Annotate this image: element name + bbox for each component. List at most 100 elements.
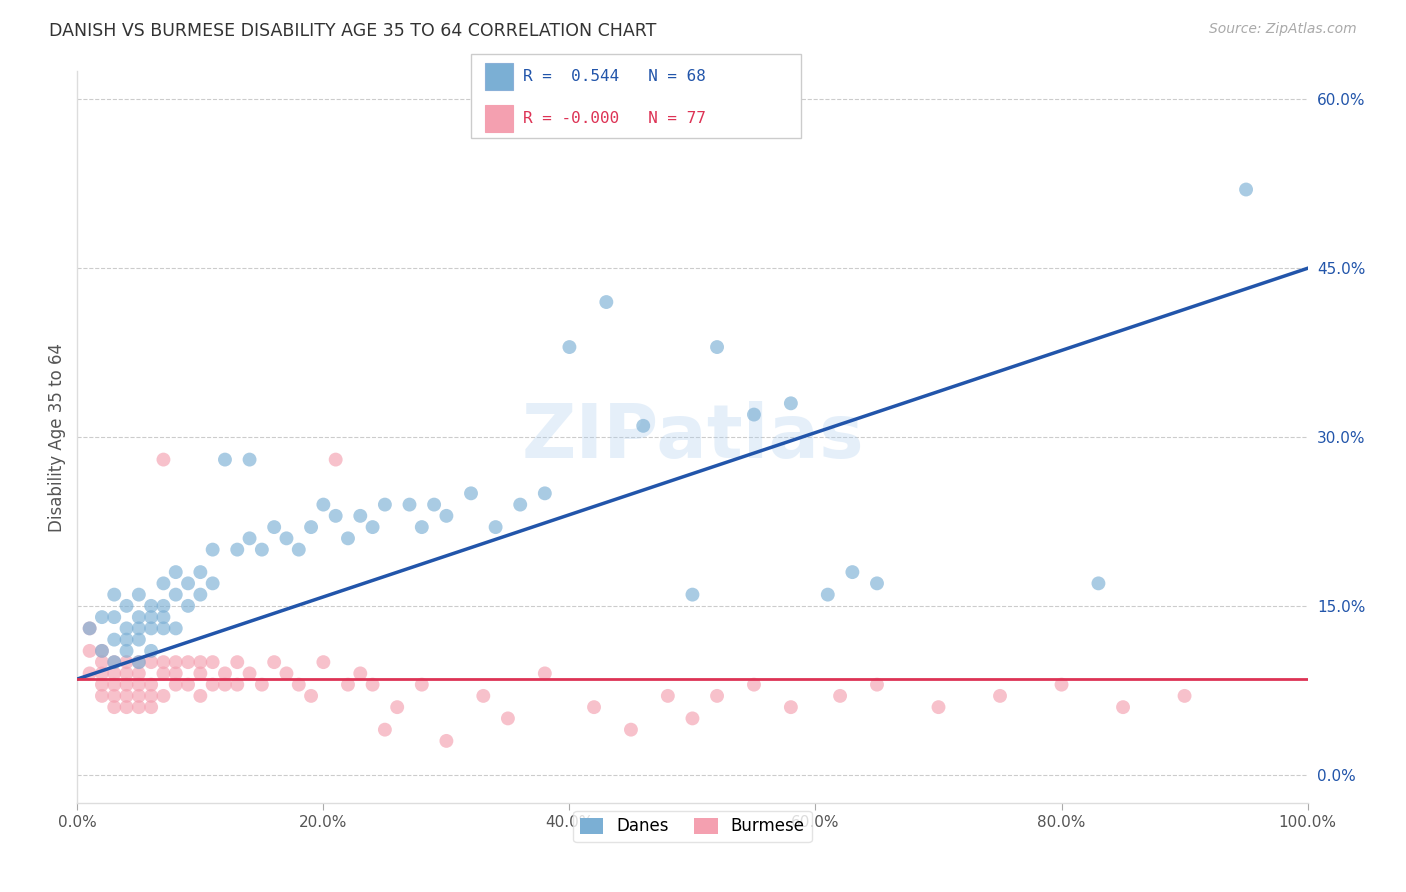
Point <box>188 565 212 579</box>
Point <box>436 508 458 523</box>
Point <box>817 588 839 602</box>
Point <box>780 700 803 714</box>
Point <box>152 610 174 624</box>
Point <box>90 644 114 658</box>
Point <box>165 655 187 669</box>
Point <box>411 678 433 692</box>
Point <box>165 565 187 579</box>
Point <box>128 666 150 681</box>
Point <box>128 689 150 703</box>
Point <box>141 655 163 669</box>
Point <box>1234 182 1257 196</box>
Point <box>115 700 138 714</box>
Point <box>90 689 114 703</box>
Legend: Danes, Burmese: Danes, Burmese <box>574 811 811 842</box>
Point <box>128 678 150 692</box>
Point <box>239 532 262 546</box>
Point <box>214 452 236 467</box>
Point <box>141 610 163 624</box>
Point <box>411 520 433 534</box>
Point <box>188 655 212 669</box>
Text: DANISH VS BURMESE DISABILITY AGE 35 TO 64 CORRELATION CHART: DANISH VS BURMESE DISABILITY AGE 35 TO 6… <box>49 22 657 40</box>
Point <box>288 678 311 692</box>
Point <box>90 655 114 669</box>
Point <box>325 452 347 467</box>
Point <box>423 498 446 512</box>
Point <box>177 678 200 692</box>
Point <box>79 621 101 635</box>
Point <box>337 532 360 546</box>
Point <box>226 542 249 557</box>
Point <box>165 678 187 692</box>
Point <box>201 542 224 557</box>
Point <box>188 588 212 602</box>
Point <box>312 498 335 512</box>
Point <box>633 418 655 433</box>
Point <box>152 576 174 591</box>
Point <box>866 678 889 692</box>
Point <box>742 678 765 692</box>
Point <box>374 498 396 512</box>
Point <box>337 678 360 692</box>
Point <box>374 723 396 737</box>
Point <box>460 486 482 500</box>
Text: R = -0.000   N = 77: R = -0.000 N = 77 <box>523 112 706 126</box>
Point <box>361 520 384 534</box>
Point <box>1112 700 1135 714</box>
Point <box>115 655 138 669</box>
Point <box>141 599 163 613</box>
Point <box>1050 678 1073 692</box>
Point <box>276 666 298 681</box>
Point <box>188 689 212 703</box>
Point <box>780 396 803 410</box>
Point <box>250 678 273 692</box>
Point <box>299 689 322 703</box>
Point <box>595 295 617 310</box>
Point <box>620 723 643 737</box>
Point <box>165 666 187 681</box>
Point <box>239 666 262 681</box>
Point <box>177 655 200 669</box>
Point <box>177 599 200 613</box>
Point <box>226 655 249 669</box>
Point <box>128 700 150 714</box>
Point <box>830 689 852 703</box>
Point <box>706 340 728 354</box>
Text: R =  0.544   N = 68: R = 0.544 N = 68 <box>523 69 706 84</box>
Point <box>79 621 101 635</box>
Point <box>115 666 138 681</box>
Point <box>188 666 212 681</box>
Point <box>534 486 557 500</box>
Point <box>349 666 371 681</box>
Point <box>115 689 138 703</box>
Point <box>90 678 114 692</box>
Point <box>226 678 249 692</box>
Point <box>201 678 224 692</box>
Point <box>583 700 606 714</box>
Point <box>288 542 311 557</box>
Text: ZIPatlas: ZIPatlas <box>522 401 863 474</box>
Point <box>263 520 285 534</box>
Point <box>177 576 200 591</box>
Point <box>90 610 114 624</box>
Point <box>115 678 138 692</box>
Point <box>385 700 409 714</box>
Point <box>706 689 728 703</box>
Point <box>128 610 150 624</box>
Point <box>141 644 163 658</box>
Text: Source: ZipAtlas.com: Source: ZipAtlas.com <box>1209 22 1357 37</box>
Point <box>115 632 138 647</box>
Point <box>312 655 335 669</box>
Point <box>325 508 347 523</box>
Point <box>239 452 262 467</box>
Point <box>485 520 508 534</box>
Point <box>141 621 163 635</box>
Point <box>128 655 150 669</box>
Point <box>141 689 163 703</box>
Point <box>472 689 495 703</box>
Point <box>276 532 298 546</box>
Y-axis label: Disability Age 35 to 64: Disability Age 35 to 64 <box>48 343 66 532</box>
Point <box>152 621 174 635</box>
Point <box>79 644 101 658</box>
Point <box>214 678 236 692</box>
